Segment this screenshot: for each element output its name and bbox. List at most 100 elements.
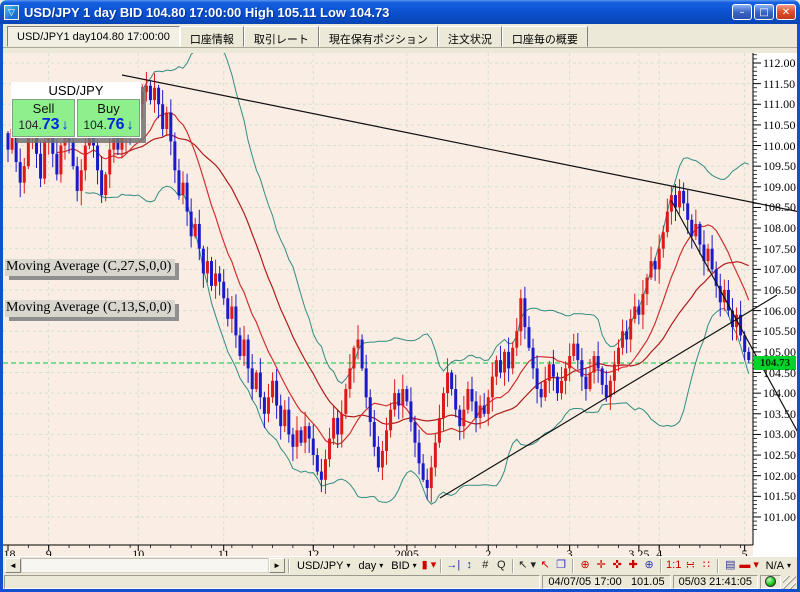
- scrollbar-track[interactable]: [21, 558, 269, 573]
- toolbar-separator: [717, 558, 720, 573]
- scroll-right-button[interactable]: ►: [269, 558, 285, 573]
- tab-bar-gap: [3, 48, 797, 53]
- buy-quote-button[interactable]: Buy 104.76 ↓: [77, 99, 140, 137]
- cross-snap-icon[interactable]: ✚: [628, 559, 638, 571]
- price-chart[interactable]: [3, 53, 797, 556]
- y-axis-label: 109.00: [763, 179, 796, 194]
- chevron-down-icon: ▾: [346, 561, 351, 570]
- pointer-tool-icon[interactable]: ↖ ▾: [518, 559, 537, 571]
- y-axis-label: 111.00: [763, 97, 796, 112]
- status-datetime: 04/07/05 17:00: [548, 575, 622, 588]
- y-axis-label: 109.50: [763, 159, 796, 174]
- y-axis-label: 112.00: [763, 56, 796, 70]
- y-axis-label: 101.00: [763, 509, 796, 524]
- y-axis-label: 106.00: [763, 303, 796, 318]
- scale-1-1-icon[interactable]: 1:1: [666, 559, 682, 571]
- tab-open-positions[interactable]: 現在保有ポジション: [318, 26, 438, 47]
- toolbar-separator: [512, 558, 515, 573]
- buy-price: 104.76 ↓: [83, 116, 134, 133]
- status-price: 101.05: [630, 575, 665, 588]
- chevron-down-icon: ▾: [379, 561, 384, 570]
- x-axis-label: .18: [3, 547, 16, 556]
- overlay-dropdown-label: N/A: [765, 559, 784, 572]
- scale-auto-icon[interactable]: ∷: [702, 559, 710, 571]
- x-axis-label: 3: [566, 547, 573, 556]
- tile-windows-icon[interactable]: ❐: [556, 559, 566, 571]
- current-price-tag: 104.73: [754, 356, 796, 371]
- connection-status-icon: [765, 576, 776, 587]
- scroll-left-button[interactable]: ◄: [5, 558, 21, 573]
- symbol-dropdown-label: USD/JPY: [297, 559, 344, 572]
- candle-chart-icon[interactable]: ▮ ▾: [421, 559, 437, 571]
- minimize-button[interactable]: –: [732, 4, 752, 20]
- maximize-button[interactable]: □: [754, 4, 774, 20]
- ma-27-label: Moving Average (C,27,S,0,0): [5, 259, 176, 276]
- quote-pair-label: USD/JPY: [48, 83, 104, 98]
- status-datetime-panel: 04/07/05 17:00 101.05: [542, 574, 671, 589]
- window-border-bottom: [0, 589, 800, 592]
- grid-toggle-icon[interactable]: #: [482, 559, 489, 571]
- close-button[interactable]: ✕: [776, 4, 796, 20]
- sell-down-arrow-icon: ↓: [61, 116, 69, 132]
- status-clock-panel: 05/03 21:41:05: [672, 574, 758, 589]
- toolbar-icons: ▮ ▾ →| ↕ # Q ↖ ▾ ↖ ❐ ⊕ ✛ ✜ ✚ ⊕ 1:1 ∺ ∷ ▤ ▬ ▾: [421, 558, 760, 573]
- y-axis-label: 110.00: [763, 138, 796, 153]
- y-axis-label: 105.50: [763, 324, 796, 339]
- tab-chart[interactable]: USD/JPY1 day104.80 17:00:00: [7, 26, 180, 47]
- window-title: USD/JPY 1 day BID 104.80 17:00:00 High 1…: [24, 4, 390, 20]
- y-axis-label: 108.00: [763, 221, 796, 236]
- snap-to-end-icon[interactable]: →|: [446, 559, 461, 571]
- window-border-left: [0, 24, 3, 592]
- price-type-dropdown-label: BID: [391, 559, 410, 572]
- tab-order-status[interactable]: 注文状況: [437, 26, 502, 47]
- report-icon[interactable]: ▤: [725, 559, 736, 571]
- cross-window-icon[interactable]: ✜: [612, 559, 622, 571]
- y-axis-label: 108.50: [763, 200, 796, 215]
- zoom-window-icon[interactable]: ⊕: [644, 559, 654, 571]
- toolbar-separator: [440, 558, 443, 573]
- period-dropdown[interactable]: day ▾: [354, 560, 387, 572]
- y-axis-label: 107.00: [763, 262, 796, 277]
- y-axis-label: 106.50: [763, 282, 796, 297]
- overlay-dropdown[interactable]: N/A ▾: [762, 560, 795, 572]
- status-message-panel: [4, 574, 541, 589]
- ma-13-label: Moving Average (C,13,S,0,0): [5, 300, 176, 317]
- chart-panel: USD/JPY Sell 104.73 ↓ Buy 104.76 ↓ Moving …: [3, 53, 797, 556]
- x-axis-label: 11: [217, 547, 230, 556]
- resize-grip[interactable]: [783, 576, 796, 589]
- symbol-dropdown[interactable]: USD/JPY ▾: [293, 560, 354, 572]
- sell-price: 104.73 ↓: [18, 116, 69, 133]
- buy-down-arrow-icon: ↓: [126, 116, 134, 132]
- price-type-dropdown[interactable]: BID ▾: [387, 560, 420, 572]
- y-axis-label: 104.50: [763, 365, 796, 380]
- x-axis-label: 9: [45, 547, 52, 556]
- y-axis-label: 110.50: [763, 117, 796, 132]
- bottom-toolbar: ◄ ► USD/JPY ▾ day ▾ BID ▾ ▮ ▾ →| ↕ # Q ↖ ▾ ↖ ❐ ⊕…: [3, 556, 797, 574]
- x-axis-label: 3.25: [628, 547, 650, 556]
- chart-scrollbar[interactable]: ◄ ►: [5, 558, 285, 573]
- y-axis-label: 105.00: [763, 344, 796, 359]
- tab-bar: USD/JPY1 day104.80 17:00:00 口座情報 取引レート 現在保有…: [3, 24, 797, 48]
- y-axis-label: 107.50: [763, 241, 796, 256]
- title-bar: ▽ USD/JPY 1 day BID 104.80 17:00:00 High…: [0, 0, 800, 24]
- buy-label: Buy: [97, 101, 120, 116]
- tab-account-info[interactable]: 口座情報: [179, 26, 244, 47]
- toolbar-separator: [572, 558, 575, 573]
- window-border-right: [797, 24, 800, 592]
- y-axis-label: 101.50: [763, 489, 796, 504]
- scale-fit-icon[interactable]: ∺: [685, 559, 695, 571]
- zoom-in-icon[interactable]: ⊕: [580, 559, 590, 571]
- y-axis-label: 102.00: [763, 468, 796, 483]
- chevron-down-icon: ▾: [786, 561, 791, 570]
- cross-cursor-icon[interactable]: ✛: [596, 559, 606, 571]
- draw-line-icon[interactable]: ▬ ▾: [739, 559, 759, 571]
- quote-panel: USD/JPY Sell 104.73 ↓ Buy 104.76 ↓: [11, 82, 141, 138]
- tab-account-summary[interactable]: 口座毎の概要: [501, 26, 588, 47]
- crosshair-tool-icon[interactable]: ↖: [540, 559, 550, 571]
- tab-trade-rates[interactable]: 取引レート: [243, 26, 319, 47]
- chevron-down-icon: ▾: [412, 561, 417, 570]
- y-axis-label: 103.00: [763, 427, 796, 442]
- sell-quote-button[interactable]: Sell 104.73 ↓: [12, 99, 75, 137]
- zoom-mode-icon[interactable]: Q: [496, 559, 506, 571]
- fit-height-icon[interactable]: ↕: [466, 559, 473, 571]
